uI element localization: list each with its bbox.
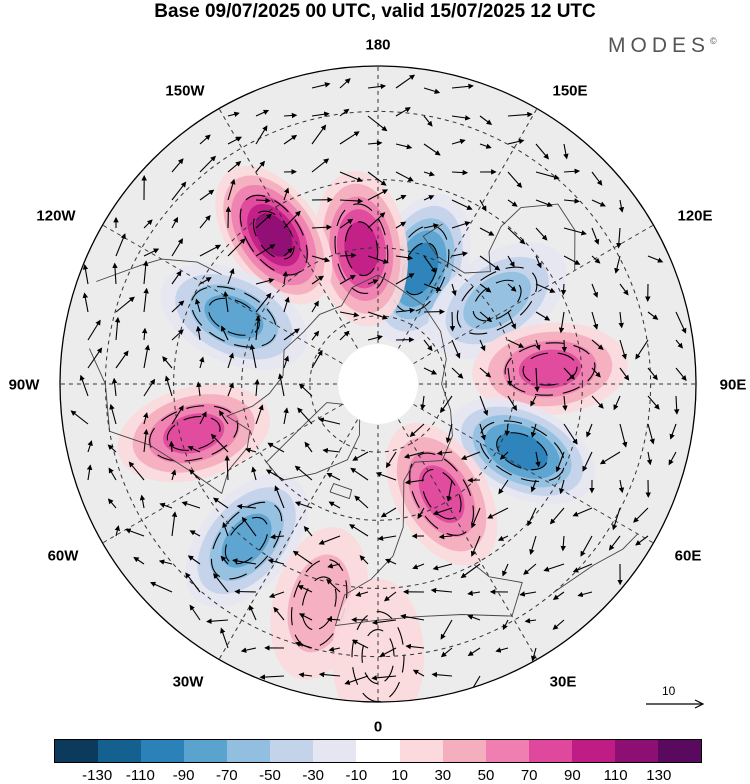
colorbar-tick-label: 110 xyxy=(604,767,628,784)
lon-label-180: 180 xyxy=(365,37,390,54)
colorbar-swatch xyxy=(443,740,486,762)
colorbar-tick-label: -30 xyxy=(302,767,324,784)
lon-label-30w: 30W xyxy=(173,674,204,691)
lon-label-90w: 90W xyxy=(9,377,40,394)
brand-mark: © xyxy=(710,36,717,46)
colorbar-tick-label: -110 xyxy=(126,767,155,784)
reference-vector-label: 10 xyxy=(662,684,675,698)
colorbar-tick-label: -70 xyxy=(216,767,238,784)
colorbar-tick-label: 30 xyxy=(434,767,451,784)
colorbar-tick-label: 130 xyxy=(646,767,671,784)
colorbar-swatch xyxy=(529,740,572,762)
lon-label-60e: 60E xyxy=(675,548,702,565)
colorbar-swatch xyxy=(615,740,658,762)
colorbar xyxy=(54,739,702,763)
colorbar-swatch xyxy=(141,740,184,762)
brand-text: MODES xyxy=(608,34,710,57)
lon-label-30e: 30E xyxy=(550,674,577,691)
lon-label-150e: 150E xyxy=(552,83,587,100)
colorbar-swatch xyxy=(313,740,356,762)
colorbar-swatch xyxy=(486,740,529,762)
colorbar-swatch xyxy=(55,740,98,762)
wind-vector xyxy=(171,442,172,452)
colorbar-swatch xyxy=(227,740,270,762)
lon-label-0: 0 xyxy=(374,719,382,736)
colorbar-ticks: -130 -110 -90 -70 -50 -30 -10 10 30 50 70 90 110 130 xyxy=(54,767,702,783)
lon-label-90e: 90E xyxy=(720,377,747,394)
pole-cap xyxy=(338,344,418,424)
lon-label-120w: 120W xyxy=(36,208,75,225)
colorbar-swatch xyxy=(98,740,141,762)
colorbar-tick-label: 10 xyxy=(391,767,408,784)
colorbar-tick-label: -10 xyxy=(346,767,368,784)
colorbar-tick-label: -90 xyxy=(173,767,195,784)
colorbar-swatch xyxy=(270,740,313,762)
colorbar-swatch xyxy=(572,740,615,762)
colorbar-tick-label: -50 xyxy=(259,767,281,784)
colorbar-swatch xyxy=(658,740,701,762)
brand-logo: MODES© xyxy=(608,34,717,58)
colorbar-tick-label: 70 xyxy=(521,767,538,784)
colorbar-swatch xyxy=(400,740,443,762)
colorbar-swatch xyxy=(356,740,399,762)
wind-vector xyxy=(564,340,565,351)
wind-vector xyxy=(563,284,564,294)
colorbar-tick-label: 90 xyxy=(564,767,581,784)
wind-vector xyxy=(340,255,356,256)
colorbar-swatch xyxy=(184,740,227,762)
wind-vector xyxy=(256,200,270,201)
lon-label-120e: 120E xyxy=(677,208,712,225)
wind-vector xyxy=(452,312,453,331)
lon-label-60w: 60W xyxy=(48,548,79,565)
page-title: Base 09/07/2025 00 UTC, valid 15/07/2025… xyxy=(0,0,750,24)
wind-vector xyxy=(235,592,256,593)
reference-vector-arrow xyxy=(645,698,705,710)
colorbar-tick-label: -130 xyxy=(82,767,112,784)
colorbar-tick-label: 50 xyxy=(478,767,495,784)
lon-label-150w: 150W xyxy=(165,83,204,100)
